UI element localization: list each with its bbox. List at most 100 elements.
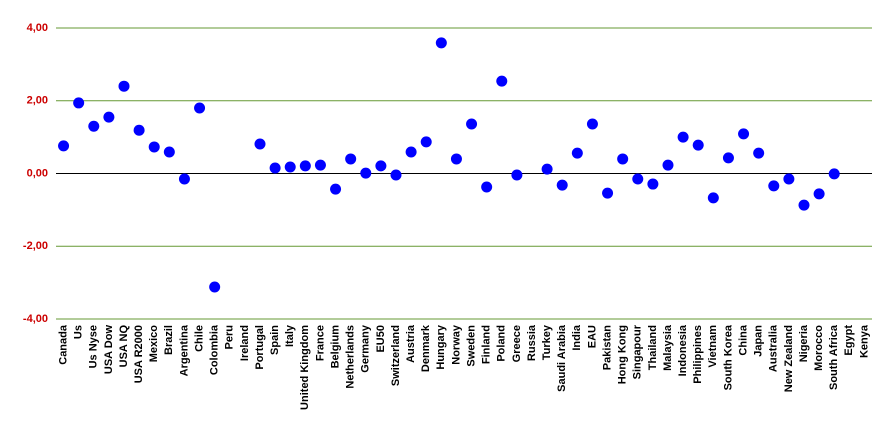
x-tick-label: Belgium <box>329 325 341 369</box>
x-tick-label: USA Dow <box>103 325 115 375</box>
x-tick-label: Indonesia <box>677 324 689 376</box>
x-tick-label: Ireland <box>239 325 251 361</box>
point <box>194 102 206 114</box>
point <box>345 153 357 165</box>
point <box>481 181 493 193</box>
point <box>813 188 825 200</box>
point <box>269 162 281 174</box>
x-tick-label: EAU <box>586 325 598 348</box>
x-tick-label: Poland <box>496 325 508 362</box>
x-tick-label: Norway <box>450 324 462 365</box>
x-tick-label: Pakistan <box>601 325 613 371</box>
x-tick-label: Sweden <box>465 325 477 367</box>
point <box>254 138 266 150</box>
y-tick-label: -2,00 <box>23 240 48 252</box>
x-tick-label: Argentina <box>178 324 190 376</box>
x-tick-label: India <box>571 324 583 351</box>
x-tick-label: South Korea <box>722 324 734 390</box>
x-tick-label: Greece <box>511 325 523 362</box>
point <box>798 199 810 211</box>
x-tick-label: Spain <box>269 325 281 355</box>
x-tick-label: Canada <box>57 324 69 365</box>
point <box>722 152 734 164</box>
point <box>541 163 553 175</box>
x-tick-label: Japan <box>753 325 765 357</box>
x-tick-label: Egypt <box>843 325 855 356</box>
point <box>738 128 750 140</box>
x-tick-label: Kenya <box>858 324 870 358</box>
point <box>783 173 795 185</box>
x-tick-label: Chile <box>193 325 205 352</box>
x-tick-label: Malaysia <box>662 324 674 371</box>
x-tick-label: Thailand <box>647 325 659 370</box>
point <box>511 169 523 181</box>
y-tick-label: 4,00 <box>27 22 48 34</box>
point <box>632 173 644 185</box>
x-tick-label: Netherlands <box>345 325 357 389</box>
point <box>73 97 85 109</box>
point <box>677 131 689 143</box>
point <box>647 178 659 190</box>
x-tick-label: France <box>314 325 326 361</box>
point <box>375 160 387 172</box>
x-tick-label: Singapour <box>632 324 644 379</box>
point <box>178 173 190 185</box>
x-tick-label: China <box>737 324 749 355</box>
x-tick-label: Mexico <box>148 325 160 363</box>
x-tick-label: Finland <box>481 325 493 364</box>
point <box>209 281 221 293</box>
point <box>360 167 372 179</box>
point <box>314 159 326 171</box>
point <box>753 147 765 159</box>
x-tick-label: United Kingdom <box>299 325 311 410</box>
point <box>420 136 432 148</box>
x-tick-label: Austria <box>405 324 417 363</box>
x-tick-label: Germany <box>360 324 372 373</box>
point <box>828 168 840 180</box>
x-tick-label: Morocco <box>813 325 825 371</box>
point <box>88 120 100 132</box>
point <box>571 147 583 159</box>
point <box>496 75 508 87</box>
point <box>163 146 175 158</box>
x-tick-label: South Africa <box>828 324 840 390</box>
point <box>617 153 629 165</box>
point <box>133 124 145 136</box>
point <box>148 141 160 153</box>
x-tick-label: Italy <box>284 324 296 347</box>
point <box>118 80 130 92</box>
point <box>602 187 614 199</box>
x-tick-label: Philippines <box>692 325 704 384</box>
x-tick-label: Saudi Arabia <box>556 324 568 392</box>
point <box>466 118 478 130</box>
x-tick-label: Portugal <box>254 325 266 370</box>
point <box>435 37 447 49</box>
point <box>586 118 598 130</box>
point <box>556 179 568 191</box>
x-tick-label: Hong Kong <box>617 325 629 384</box>
y-tick-label: -4,00 <box>23 313 48 325</box>
x-tick-label: Russia <box>526 324 538 361</box>
y-tick-label: 2,00 <box>27 95 48 107</box>
point <box>58 140 70 152</box>
point <box>330 183 342 195</box>
x-tick-label: Australia <box>768 324 780 372</box>
x-tick-label: Us <box>73 325 85 339</box>
x-tick-label: Peru <box>224 325 236 349</box>
point <box>707 192 719 204</box>
point <box>768 180 780 192</box>
point <box>405 146 417 158</box>
x-tick-label: EU50 <box>375 325 387 353</box>
y-tick-label: 0,00 <box>27 167 48 179</box>
point <box>692 139 704 151</box>
x-tick-label: Nigeria <box>798 324 810 362</box>
x-tick-label: Colombia <box>209 324 221 375</box>
point <box>284 161 296 173</box>
point <box>390 169 402 181</box>
x-tick-label: Denmark <box>420 324 432 372</box>
x-tick-label: Turkey <box>541 324 553 360</box>
x-tick-label: Vietnam <box>707 325 719 368</box>
point <box>450 153 462 165</box>
x-tick-label: Switzerland <box>390 325 402 386</box>
